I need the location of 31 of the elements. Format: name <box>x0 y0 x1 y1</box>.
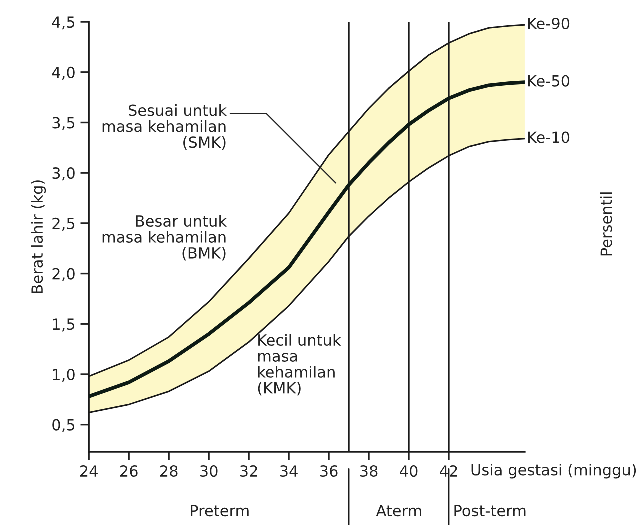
y-tick-label: 2,0 <box>52 268 75 282</box>
line-series <box>89 80 525 398</box>
text: Aterm <box>376 505 422 517</box>
text: Post-term <box>454 505 526 517</box>
series-label: Ke-10 <box>528 132 570 144</box>
x-tick-label: 28 <box>160 465 178 478</box>
text: Preterm <box>191 505 249 517</box>
annotation: Kecil untuk masa kehamilan (KMK) <box>258 334 342 396</box>
x-tick-label: 34 <box>280 465 298 478</box>
x-tick-label: 32 <box>240 465 258 478</box>
y-tick-label: 1,0 <box>53 368 75 382</box>
y-tick-label: 3,0 <box>52 168 75 181</box>
x-tick-label: 26 <box>120 465 138 478</box>
annotation: Besar untuk masa kehamilan (BMK) <box>102 215 228 261</box>
x-tick-label: 40 <box>400 465 418 478</box>
annotation: Sesuai untuk masa kehamilan (SMK) <box>102 104 228 150</box>
y-tick-label: 4,5 <box>52 16 75 30</box>
y-tick-label: 3,5 <box>52 117 75 130</box>
x-tick-label: 30 <box>200 465 218 478</box>
y-tick-label: 0,5 <box>52 419 75 432</box>
series-label: Ke-50 <box>528 75 570 87</box>
text: Persentil <box>600 192 612 256</box>
x-tick-label: 38 <box>360 465 378 478</box>
series-label: Ke-90 <box>528 18 570 30</box>
x-tick-label: 24 <box>80 465 98 477</box>
x-tick-label: 36 <box>320 465 338 478</box>
y-tick-label: 1,5 <box>53 318 75 332</box>
y-tick-label: 2,5 <box>52 218 75 232</box>
y-axis-title: Berat lahir (kg) <box>31 180 46 294</box>
y-tick-label: 4,0 <box>52 66 75 80</box>
x-axis-title: Usia gestasi (minggu) <box>472 464 636 479</box>
